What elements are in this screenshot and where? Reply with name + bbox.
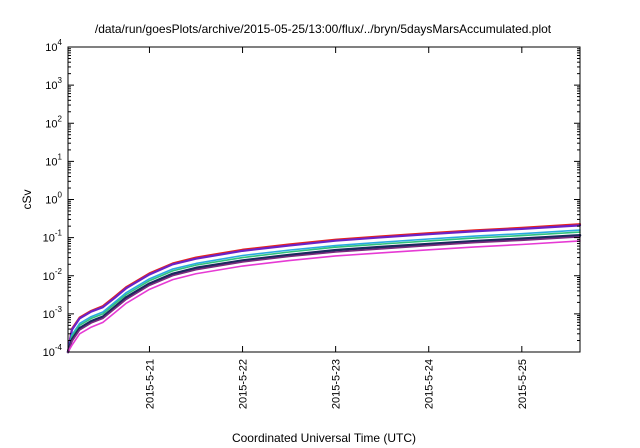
- series-layer: [66, 223, 582, 354]
- series-line-3: [67, 229, 581, 353]
- x-tick-label: 2015-5-23: [331, 359, 343, 409]
- x-tick-label: 2015-5-25: [517, 359, 529, 409]
- series-line-4: [67, 231, 581, 353]
- chart-title: /data/run/goesPlots/archive/2015-05-25/1…: [95, 22, 552, 36]
- y-tick-label: 102: [45, 114, 62, 130]
- series-line-2: [66, 224, 582, 354]
- x-tick-label: 2015-5-22: [238, 359, 250, 409]
- series-line-7: [67, 240, 581, 353]
- series-line-6: [67, 236, 581, 353]
- y-tick-label: 103: [45, 76, 62, 92]
- x-axis: 2015-5-21 2015-5-22 2015-5-23 2015-5-24 2015…: [145, 47, 529, 409]
- x-tick-label: 2015-5-21: [145, 359, 157, 409]
- plot-frame: [67, 46, 581, 353]
- y-tick-label: 101: [45, 152, 62, 168]
- y-tick-label: 104: [45, 38, 62, 54]
- y-tick-label: 10-1: [43, 229, 63, 245]
- y-tick-label: 100: [45, 191, 62, 207]
- x-axis-label: Coordinated Universal Time (UTC): [232, 431, 416, 445]
- y-tick-label: 10-2: [43, 267, 63, 283]
- y-axis-label: cSv: [20, 189, 34, 209]
- y-axis: 10-4 10-3 10-2 10-1 100 101 102 103 104: [43, 38, 580, 359]
- series-line-5: [66, 234, 582, 354]
- x-tick-label: 2015-5-24: [424, 359, 436, 409]
- y-tick-label: 10-4: [43, 343, 63, 359]
- y-tick-label: 10-3: [43, 305, 63, 321]
